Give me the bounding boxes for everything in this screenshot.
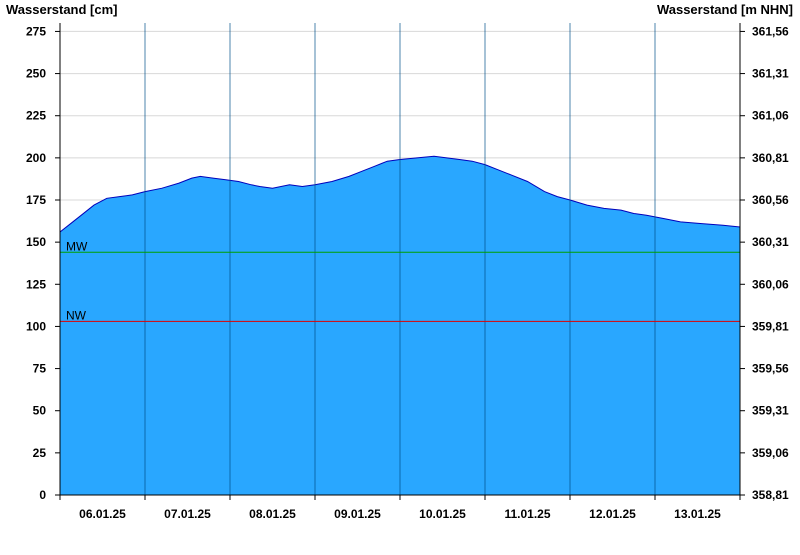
y-left-tick-label-5: 125 <box>26 277 46 291</box>
y-right-tick-label-7: 360,56 <box>752 193 789 207</box>
y-left-axis-title: Wasserstand [cm] <box>6 2 118 17</box>
y-right-tick-label-5: 360,06 <box>752 277 789 291</box>
x-tick-label-0: 06.01.25 <box>79 507 126 521</box>
y-left-tick-label-4: 100 <box>26 319 46 333</box>
y-left-tick-label-2: 50 <box>33 404 47 418</box>
reference-label-nw: NW <box>66 308 87 322</box>
y-left-tick-label-7: 175 <box>26 193 46 207</box>
y-left-tick-label-11: 275 <box>26 24 46 38</box>
y-left-tick-label-0: 0 <box>39 488 46 502</box>
x-tick-label-2: 08.01.25 <box>249 507 296 521</box>
y-right-tick-label-6: 360,31 <box>752 235 789 249</box>
y-left-tick-label-6: 150 <box>26 235 46 249</box>
axis-layer <box>55 23 745 500</box>
day-lines-layer <box>144 23 656 495</box>
y-right-tick-label-11: 361,56 <box>752 24 789 38</box>
x-tick-label-3: 09.01.25 <box>334 507 381 521</box>
x-tick-label-5: 11.01.25 <box>504 507 550 521</box>
x-tick-label-6: 12.01.25 <box>589 507 636 521</box>
y-left-tick-label-9: 225 <box>26 109 46 123</box>
x-tick-label-7: 13.01.25 <box>674 507 721 521</box>
y-right-axis-title: Wasserstand [m NHN] <box>657 2 793 17</box>
label-layer: Wasserstand [cm] Wasserstand [m NHN] 0 35… <box>6 2 793 521</box>
x-tick-label-1: 07.01.25 <box>164 507 211 521</box>
x-tick-label-4: 10.01.25 <box>419 507 466 521</box>
y-right-tick-label-3: 359,56 <box>752 362 789 376</box>
y-right-tick-label-2: 359,31 <box>752 404 789 418</box>
reference-lines-layer: MW NW <box>60 239 740 322</box>
y-right-tick-label-10: 361,31 <box>752 67 789 81</box>
y-right-tick-label-8: 360,81 <box>752 151 789 165</box>
y-right-tick-label-9: 361,06 <box>752 109 789 123</box>
y-right-tick-label-1: 359,06 <box>752 446 789 460</box>
y-right-tick-label-4: 359,81 <box>752 319 789 333</box>
y-left-tick-label-1: 25 <box>33 446 47 460</box>
water-level-line <box>59 155 741 233</box>
y-right-tick-label-0: 358,81 <box>752 488 789 502</box>
y-left-tick-label-8: 200 <box>26 151 46 165</box>
y-left-tick-label-10: 250 <box>26 67 46 81</box>
reference-label-mw: MW <box>66 239 88 253</box>
y-left-tick-label-3: 75 <box>33 362 47 376</box>
